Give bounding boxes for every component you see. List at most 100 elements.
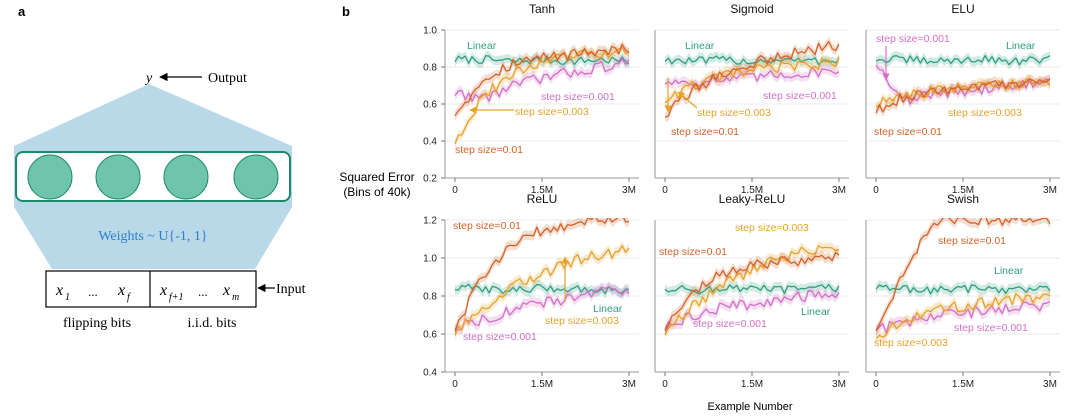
y-tick-label: 0.6 xyxy=(423,100,437,111)
annotation-step-size-0-001: step size=0.001 xyxy=(876,33,950,45)
annotation-linear: Linear xyxy=(467,40,497,52)
panel-b: b Squared Error (Bins of 40k) Example Nu… xyxy=(339,2,1060,413)
x-tick-label: 3M xyxy=(622,379,636,390)
x-tick-label: 0 xyxy=(452,185,458,196)
var-xf1-sub: f+1 xyxy=(169,292,184,303)
y-tick-label: 0.2 xyxy=(423,174,437,185)
annotation-step-size-0-01: step size=0.01 xyxy=(453,220,521,232)
annotation-step-size-0-001: step size=0.001 xyxy=(463,331,537,343)
series-line-step-size-0-01 xyxy=(664,40,840,118)
x-tick-label: 1.5M xyxy=(531,379,553,390)
x-tick-label: 3M xyxy=(1043,379,1057,390)
var-xm: x xyxy=(222,282,230,299)
annotation-step-size-0-003: step size=0.003 xyxy=(515,106,589,118)
annotation-linear: Linear xyxy=(685,40,715,52)
annotation-step-size-0-003: step size=0.003 xyxy=(735,222,809,234)
series-band-linear xyxy=(455,279,629,299)
annotation-step-size-0-01: step size=0.01 xyxy=(659,246,727,258)
series-line-linear xyxy=(454,283,630,295)
series-band-step-size-0-001 xyxy=(665,286,839,335)
y-tick-label: 0.8 xyxy=(423,63,437,74)
series-line-step-size-0-001 xyxy=(875,300,1051,334)
annotation-linear: Linear xyxy=(1006,40,1036,52)
series-group xyxy=(454,39,630,149)
series-line-linear xyxy=(875,54,1051,66)
dots-left: ... xyxy=(88,284,98,299)
x-tick-label: 0 xyxy=(452,379,458,390)
series-band-linear xyxy=(665,51,839,70)
y-tick-label: 1.0 xyxy=(423,26,437,37)
series-line-linear xyxy=(875,284,1051,295)
chart-tanh: 0.2 0.4 0.6 0.8 1.0 0 1.5M 3M Tanh Linear step siz… xyxy=(423,2,639,196)
series-band-step-size-0-003 xyxy=(876,74,1050,112)
chart-relu: 0.4 0.6 0.8 1.0 1.2 0 1.5M 3M ReLU step size=0.01… xyxy=(423,192,639,390)
series-line-step-size-0-003 xyxy=(454,245,630,336)
series-line-linear xyxy=(664,55,840,66)
series-line-linear xyxy=(664,283,840,295)
annotation-step-size-0-003: step size=0.003 xyxy=(948,107,1022,119)
series-group xyxy=(664,36,840,122)
x-tick-label: 1.5M xyxy=(952,185,974,196)
annotation-step-size-0-003: step size=0.003 xyxy=(874,337,948,349)
series-line-step-size-0-001 xyxy=(664,290,840,330)
var-x1-sub: 1 xyxy=(65,292,70,303)
hidden-unit xyxy=(95,154,141,200)
output-variable: y xyxy=(144,71,153,86)
y-tick-label: 0.8 xyxy=(423,292,437,303)
input-box xyxy=(45,270,257,308)
chart-elu: 0 1.5M 3M ELU step size=0.001 Linear step size… xyxy=(865,2,1060,196)
y-axis-label-line2: (Bins of 40k) xyxy=(343,185,410,199)
x-tick-label: 3M xyxy=(832,379,846,390)
annotation-linear: Linear xyxy=(994,265,1024,277)
hidden-layer-box xyxy=(15,151,291,202)
var-xf: x xyxy=(117,282,125,299)
x-tick-label: 3M xyxy=(832,185,846,196)
y-axis-label-line1: Squared Error xyxy=(339,170,414,184)
series-band-step-size-0-003 xyxy=(665,52,839,108)
y-tick-label: 0.6 xyxy=(423,330,437,341)
y-tick-label: 1.2 xyxy=(423,216,437,227)
annotation-linear: Linear xyxy=(801,306,831,318)
series-group xyxy=(454,218,630,341)
annotation-step-size-0-001: step size=0.001 xyxy=(693,318,767,330)
annotation-step-size-0-01: step size=0.01 xyxy=(671,126,739,138)
chart-title: Leaky-ReLU xyxy=(719,192,786,206)
chart-title: Swish xyxy=(947,192,979,206)
series-group xyxy=(664,241,840,340)
x-tick-label: 0 xyxy=(662,379,668,390)
x-tick-label: 3M xyxy=(1043,185,1057,196)
annotation-step-size-0-01: step size=0.01 xyxy=(455,144,523,156)
x-tick-label: 1.5M xyxy=(952,379,974,390)
dots-right: ... xyxy=(198,284,208,299)
annotation-step-size-0-001: step size=0.001 xyxy=(763,90,837,102)
chart-title: ELU xyxy=(951,2,974,16)
x-tick-label: 1.5M xyxy=(741,185,763,196)
chart-title: ReLU xyxy=(527,192,558,206)
input-label: Input xyxy=(276,282,306,297)
series-band-step-size-0-01 xyxy=(876,218,1050,336)
x-tick-label: 1.5M xyxy=(531,185,553,196)
series-line-step-size-0-01 xyxy=(454,43,630,117)
weights-label: Weights ~ U{-1, 1} xyxy=(98,229,207,244)
chart-sigmoid: 0 1.5M 3M Sigmoid Linear step size=0.001 step … xyxy=(654,2,849,196)
y-tick-label: 1.0 xyxy=(423,254,437,265)
x-tick-label: 0 xyxy=(873,379,879,390)
chart-leaky-relu: 0 1.5M 3M Leaky-ReLU step size=0.003 step siz… xyxy=(654,192,849,390)
series-band-linear xyxy=(876,280,1050,299)
series-line-step-size-0-01 xyxy=(875,218,1051,331)
input-left-vars: x 1 ... x f xyxy=(55,282,131,303)
x-tick-label: 0 xyxy=(873,185,879,196)
series-line-step-size-0-01 xyxy=(875,78,1051,114)
panel-a: a y Output Weights ~ U{-1, 1} x 1 ... x … xyxy=(14,4,306,331)
series-band-step-size-0-01 xyxy=(665,36,839,122)
var-xm-sub: m xyxy=(232,292,239,303)
series-line-step-size-0-003 xyxy=(454,46,630,144)
series-band-step-size-0-003 xyxy=(665,241,839,340)
hidden-unit xyxy=(233,154,279,200)
annotation-linear: Linear xyxy=(593,303,623,315)
annotation-step-size-0-003: step size=0.003 xyxy=(545,315,619,327)
series-line-step-size-0-01 xyxy=(664,251,840,332)
series-band-step-size-0-001 xyxy=(455,282,629,335)
